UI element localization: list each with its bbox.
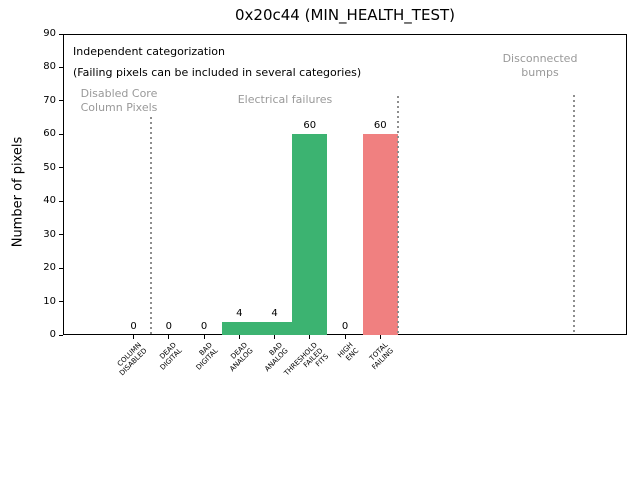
x-tick-mark [379, 335, 381, 339]
x-tick-label: DEAD ANALOG [228, 341, 255, 374]
chart-title: 0x20c44 (MIN_HEALTH_TEST) [235, 6, 455, 24]
y-tick-label: 20 [43, 262, 56, 274]
y-tick-label: 10 [43, 295, 56, 307]
x-tick-label: BAD ANALOG [263, 341, 290, 374]
y-tick-label: 50 [43, 161, 56, 173]
y-tick-label: 30 [43, 228, 56, 240]
note-independent-categorization: Independent categorization [73, 45, 225, 58]
y-tick-label: 40 [43, 195, 56, 207]
y-tick-label: 90 [43, 28, 56, 39]
x-tick-mark [238, 335, 240, 339]
y-tick-label: 80 [43, 61, 56, 73]
region-label-electrical-failures: Electrical failures [237, 93, 333, 106]
x-tick-mark [344, 335, 346, 339]
x-tick-label: DEAD DIGITAL [158, 341, 185, 372]
x-tick-mark [203, 335, 205, 339]
y-tick-label: 70 [43, 94, 56, 106]
x-tick-label: THRESHOLD FAILED FITS [283, 341, 331, 378]
x-tick-label: TOTAL FAILING [368, 341, 396, 372]
x-tick-label: BAD DIGITAL [194, 341, 220, 372]
region-label-disconnected-bumps: Disconnected bumps [502, 52, 578, 79]
y-axis-label: Number of pixels [10, 136, 26, 248]
x-tick-label: HIGH ENC [336, 341, 361, 363]
note-failing-pixels: (Failing pixels can be included in sever… [73, 66, 362, 79]
x-tick-mark [309, 335, 311, 339]
x-tick-mark [168, 335, 170, 339]
y-tick-label: 0 [49, 329, 56, 340]
x-tick-mark [133, 335, 134, 339]
x-tick-mark [274, 335, 275, 339]
x-tick-label: COLUMN DISABLED [116, 341, 149, 378]
region-label-disabled-core-column-pixels: Disabled Core Column Pixels [80, 87, 158, 114]
y-tick-label: 60 [43, 128, 56, 140]
plot-area [63, 34, 627, 335]
